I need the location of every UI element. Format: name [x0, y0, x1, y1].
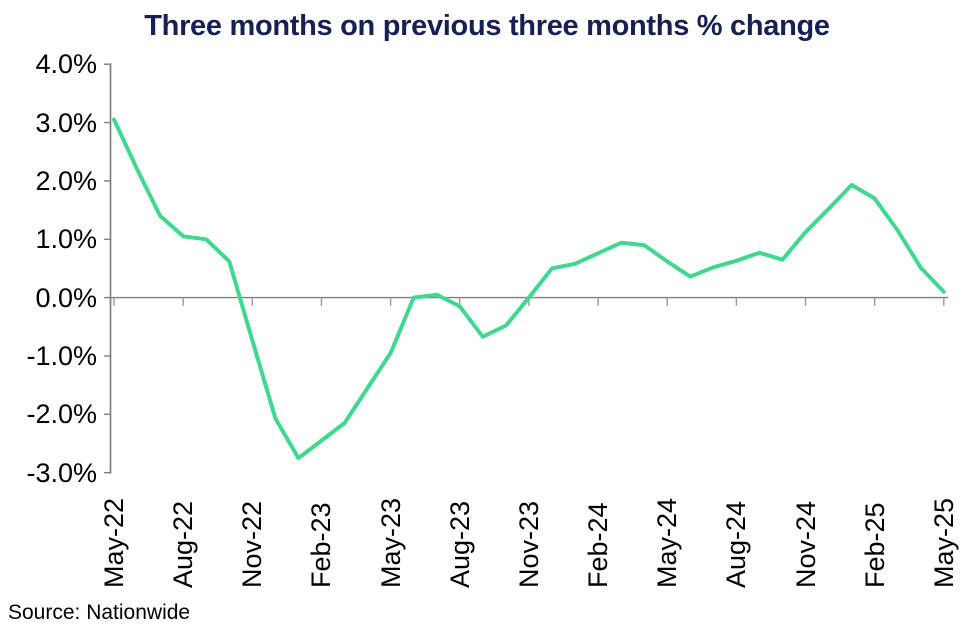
x-axis-tick-label: Aug-24: [721, 500, 752, 588]
x-axis-tick-label: May-24: [652, 497, 683, 588]
y-axis-tick-label: 4.0%: [35, 49, 97, 80]
y-axis-tick-label: 2.0%: [35, 165, 97, 196]
x-axis-tick-label: Feb-24: [583, 502, 614, 588]
series-line: [112, 117, 946, 461]
x-axis-tick-label: May-22: [99, 497, 129, 588]
y-axis-tick-label: -3.0%: [26, 457, 97, 488]
x-axis-tick-label: May-25: [928, 497, 959, 588]
x-axis-tick-label: Feb-23: [306, 502, 337, 588]
chart-title: Three months on previous three months % …: [144, 10, 830, 42]
x-axis-tick-label: Aug-22: [168, 500, 199, 588]
source-note: Source: Nationwide: [8, 601, 191, 624]
y-axis-tick-label: -1.0%: [26, 340, 97, 371]
x-axis-tick-label: Feb-25: [859, 502, 890, 588]
x-axis-tick-label: May-23: [375, 497, 406, 588]
y-axis-tick-label: -2.0%: [26, 399, 97, 430]
x-axis-tick-label: Nov-22: [237, 500, 268, 588]
y-axis-tick-label: 3.0%: [35, 107, 97, 138]
y-axis-tick-label: 0.0%: [35, 282, 97, 313]
x-axis-tick-label: Aug-23: [444, 500, 475, 588]
y-axis-tick-label: 1.0%: [35, 224, 97, 255]
x-axis-tick-label: Nov-23: [513, 500, 544, 588]
x-axis-tick-label: Nov-24: [790, 500, 821, 588]
